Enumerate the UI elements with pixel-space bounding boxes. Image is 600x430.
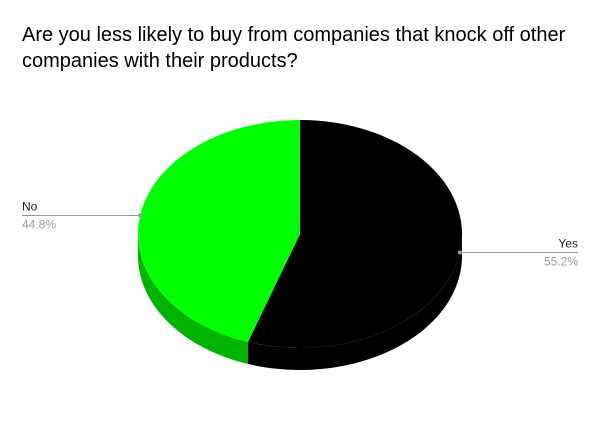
slice	[248, 120, 463, 348]
leader-dot	[457, 250, 462, 255]
legend-label: No	[22, 199, 38, 213]
leader-dot	[138, 213, 143, 218]
slice-side	[248, 234, 462, 370]
legend-label: Yes	[558, 237, 578, 251]
value-label: 44.8%	[22, 217, 56, 231]
slice	[138, 120, 300, 342]
chart-title: Are you less likely to buy from companie…	[22, 24, 566, 72]
slice-side	[138, 234, 249, 364]
value-label: 55.2%	[544, 255, 578, 269]
